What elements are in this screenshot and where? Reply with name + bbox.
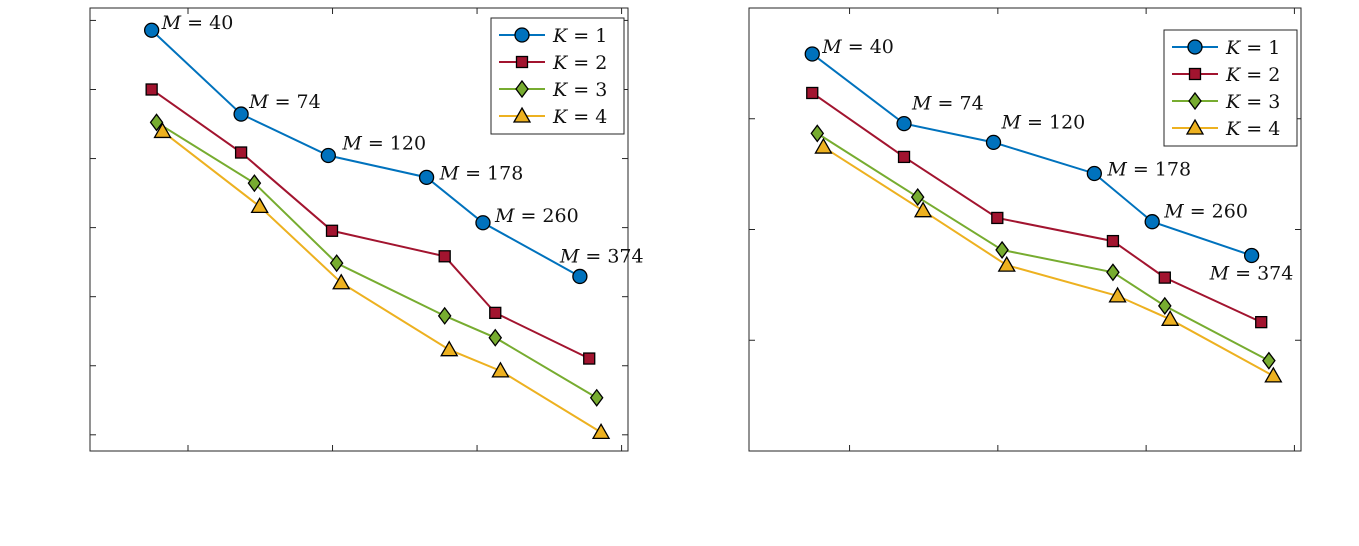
m-annotation: M = 374 <box>1209 262 1294 284</box>
data-point-k4 <box>440 340 459 357</box>
data-point-k2 <box>438 250 451 263</box>
m-annotation: M = 178 <box>1106 158 1191 180</box>
data-point-k4 <box>1264 366 1283 383</box>
data-point-k3 <box>995 240 1009 260</box>
data-point-k2 <box>1158 271 1171 284</box>
legend-marker-k2 <box>515 55 529 69</box>
data-point-k2 <box>145 83 158 96</box>
data-point-k2 <box>1255 315 1268 329</box>
data-point-k2 <box>489 306 502 320</box>
data-point-k3 <box>437 306 452 325</box>
data-point-k4 <box>1108 286 1127 303</box>
series-line-k2 <box>151 88 590 360</box>
m-annotation: M = 374 <box>559 245 644 267</box>
m-annotation: M = 260 <box>1163 201 1248 223</box>
series-line-k1 <box>150 29 581 278</box>
series-line-k4 <box>822 146 1274 377</box>
data-point-k4 <box>591 423 611 439</box>
energy-chart: M = 40 M = 74 M = 120 M = 178 M = 260 M = 374… <box>89 7 644 452</box>
data-point-k3 <box>247 174 262 193</box>
series-line-k2 <box>811 92 1262 324</box>
data-point-k4 <box>250 197 269 214</box>
legend-marker-k4 <box>1185 118 1205 135</box>
legend-marker-k3 <box>515 79 529 99</box>
legend-label-k2: K = 2 <box>1225 64 1280 86</box>
data-point-k2 <box>325 224 339 237</box>
data-point-k1 <box>320 147 336 164</box>
legend-marker-k4 <box>512 106 532 123</box>
data-point-k4 <box>491 361 510 378</box>
data-point-k4 <box>997 255 1016 272</box>
data-point-k1 <box>572 268 588 285</box>
data-point-k1 <box>896 115 912 132</box>
data-point-k2 <box>991 211 1004 225</box>
m-annotation: M = 74 <box>248 91 321 113</box>
legend-label-k1: K = 1 <box>552 25 607 47</box>
legend-label-k4: K = 4 <box>552 106 607 128</box>
data-point-k1 <box>143 22 160 38</box>
data-point-k3 <box>810 124 825 143</box>
data-point-k3 <box>329 254 344 273</box>
data-point-k3 <box>488 328 503 347</box>
data-point-k4 <box>153 122 172 139</box>
force-chart: M = 40 M = 74 M = 120 M = 178 M = 260 M = 374… <box>748 7 1302 452</box>
data-point-k4 <box>913 201 933 218</box>
series-line-k3 <box>816 132 1270 362</box>
data-point-k4 <box>814 137 833 154</box>
m-annotation: M = 178 <box>439 162 524 184</box>
legend-label-k1: K = 1 <box>1225 37 1280 59</box>
legend-box <box>490 17 625 135</box>
m-annotation: M = 40 <box>161 12 234 34</box>
data-point-k2 <box>234 146 248 159</box>
data-point-k1 <box>985 134 1002 151</box>
legend-marker-k1 <box>514 27 530 43</box>
data-point-k2 <box>806 86 819 100</box>
legend-label-k2: K = 2 <box>552 52 607 74</box>
data-point-k1 <box>1086 165 1102 182</box>
legend-marker-k3 <box>1188 91 1202 111</box>
legend-marker-k1 <box>1187 39 1203 55</box>
legend-label-k4: K = 4 <box>1225 118 1280 140</box>
data-point-k1 <box>1144 214 1160 230</box>
legend-marker-k2 <box>1188 67 1202 81</box>
m-annotation: M = 40 <box>821 36 894 58</box>
series-line-k4 <box>161 130 602 434</box>
data-point-k2 <box>1106 234 1120 248</box>
data-point-k3 <box>1157 296 1172 315</box>
data-point-k3 <box>1106 263 1120 282</box>
data-point-k3 <box>589 388 604 407</box>
legend-label-k3: K = 3 <box>552 79 607 101</box>
data-point-k1 <box>233 106 249 122</box>
legend-box <box>1163 29 1298 147</box>
legend-label-k3: K = 3 <box>1225 91 1280 113</box>
data-point-k3 <box>910 187 925 207</box>
data-point-k2 <box>583 352 596 365</box>
data-point-k1 <box>1243 247 1260 264</box>
data-point-k3 <box>149 113 164 132</box>
m-annotation: M = 260 <box>494 205 579 227</box>
data-point-k3 <box>1262 351 1276 370</box>
m-annotation: M = 120 <box>341 132 426 154</box>
data-point-k1 <box>475 215 491 231</box>
data-point-k4 <box>332 273 351 290</box>
series-line-k1 <box>811 53 1252 257</box>
data-point-k4 <box>1161 310 1180 326</box>
m-annotation: M = 120 <box>1001 111 1086 133</box>
data-point-k1 <box>418 169 435 185</box>
data-point-k2 <box>897 150 911 164</box>
data-point-k1 <box>804 46 820 62</box>
series-line-k3 <box>156 121 598 399</box>
m-annotation: M = 74 <box>911 93 984 115</box>
